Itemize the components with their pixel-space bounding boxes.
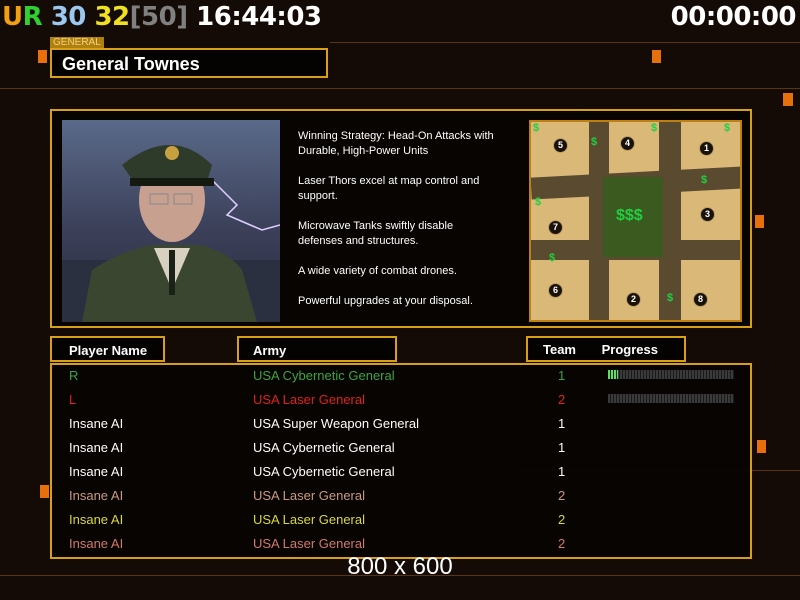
general-name: General Townes — [50, 48, 328, 78]
player-team: 2 — [558, 512, 566, 527]
general-info-panel: Winning Strategy: Head-On Attacks with D… — [50, 109, 752, 328]
player-name: Insane AI — [69, 416, 124, 431]
start-position[interactable]: 8 — [693, 292, 708, 307]
player-army: USA Cybernetic General — [253, 368, 395, 383]
player-army: USA Cybernetic General — [253, 464, 395, 479]
player-name: Insane AI — [69, 512, 124, 527]
table-row[interactable]: Insane AI USA Laser General 2 — [52, 509, 750, 533]
column-header-army[interactable]: Army — [237, 336, 397, 362]
table-row[interactable]: L USA Laser General 2 — [52, 389, 750, 413]
strategy-line: A wide variety of combat drones. — [298, 265, 457, 277]
dollar-icon: $ — [724, 122, 731, 134]
dollar-icon: $ — [667, 292, 674, 304]
player-team: 2 — [558, 536, 566, 551]
player-team: 2 — [558, 488, 566, 503]
strategy-line: Winning Strategy: Head-On Attacks with D… — [298, 130, 494, 157]
clock: 16:44:03 — [196, 2, 322, 32]
map-preview[interactable]: 5 4 1 7 3 6 2 8 $ $ $ $ $ $ $ $ $$$ — [529, 120, 742, 322]
stat-2: 32 — [94, 2, 130, 32]
table-row[interactable]: Insane AI USA Super Weapon General 1 — [52, 413, 750, 437]
general-tag: GENERAL — [50, 37, 104, 49]
player-army: USA Laser General — [253, 392, 366, 407]
strategy-line: Laser Thors excel at map control and sup… — [298, 175, 480, 202]
column-header-team-progress: Team Progress — [526, 336, 686, 362]
start-position[interactable]: 1 — [699, 141, 714, 156]
dollar-icon: $$$ — [616, 207, 643, 224]
table-row[interactable]: R USA Cybernetic General 1 — [52, 365, 750, 389]
table-row[interactable]: Insane AI USA Laser General 2 — [52, 533, 750, 557]
column-header-team[interactable]: Team — [543, 342, 576, 357]
dollar-icon: $ — [701, 174, 708, 186]
player-name: Insane AI — [69, 440, 124, 455]
player-name: L — [69, 392, 77, 407]
strategy-text: Winning Strategy: Head-On Attacks with D… — [298, 129, 523, 324]
player-army: USA Laser General — [253, 536, 366, 551]
player-name: Insane AI — [69, 488, 124, 503]
table-row[interactable]: Insane AI USA Cybernetic General 1 — [52, 437, 750, 461]
dollar-icon: $ — [535, 196, 542, 208]
player-team: 1 — [558, 440, 566, 455]
start-position[interactable]: 7 — [548, 220, 563, 235]
game-timer: 00:00:00 — [670, 2, 797, 32]
start-position[interactable]: 4 — [620, 136, 635, 151]
player-team: 1 — [558, 416, 566, 431]
progress-bar — [608, 370, 734, 379]
player-army: USA Super Weapon General — [253, 416, 419, 431]
strategy-line: Powerful upgrades at your disposal. — [298, 295, 473, 307]
hud-stats: UR 30 32[50] 16:44:03 — [2, 2, 322, 32]
dollar-icon: $ — [591, 136, 598, 148]
ur-label: UR — [2, 2, 43, 32]
general-portrait — [62, 120, 280, 322]
player-army: USA Laser General — [253, 512, 366, 527]
start-position[interactable]: 5 — [553, 138, 568, 153]
player-army: USA Laser General — [253, 488, 366, 503]
player-name: R — [69, 368, 79, 383]
player-team: 1 — [558, 368, 566, 383]
column-header-player[interactable]: Player Name — [50, 336, 165, 362]
start-position[interactable]: 3 — [700, 207, 715, 222]
start-position[interactable]: 6 — [548, 283, 563, 298]
dollar-icon: $ — [651, 122, 658, 134]
strategy-line: Microwave Tanks swiftly disable defenses… — [298, 220, 454, 247]
dollar-icon: $ — [549, 252, 556, 264]
resolution-label: 800 x 600 — [347, 553, 453, 580]
table-row[interactable]: Insane AI USA Laser General 2 — [52, 485, 750, 509]
dollar-icon: $ — [533, 122, 540, 134]
player-name: Insane AI — [69, 464, 124, 479]
progress-bar — [608, 394, 734, 403]
column-header-progress[interactable]: Progress — [601, 342, 658, 357]
table-row[interactable]: Insane AI USA Cybernetic General 1 — [52, 461, 750, 485]
stat-1: 30 — [50, 2, 87, 32]
player-name: Insane AI — [69, 536, 124, 551]
player-team: 1 — [558, 464, 566, 479]
player-army: USA Cybernetic General — [253, 440, 395, 455]
stat-limit: [50] — [129, 2, 188, 32]
player-team: 2 — [558, 392, 566, 407]
start-position[interactable]: 2 — [626, 292, 641, 307]
